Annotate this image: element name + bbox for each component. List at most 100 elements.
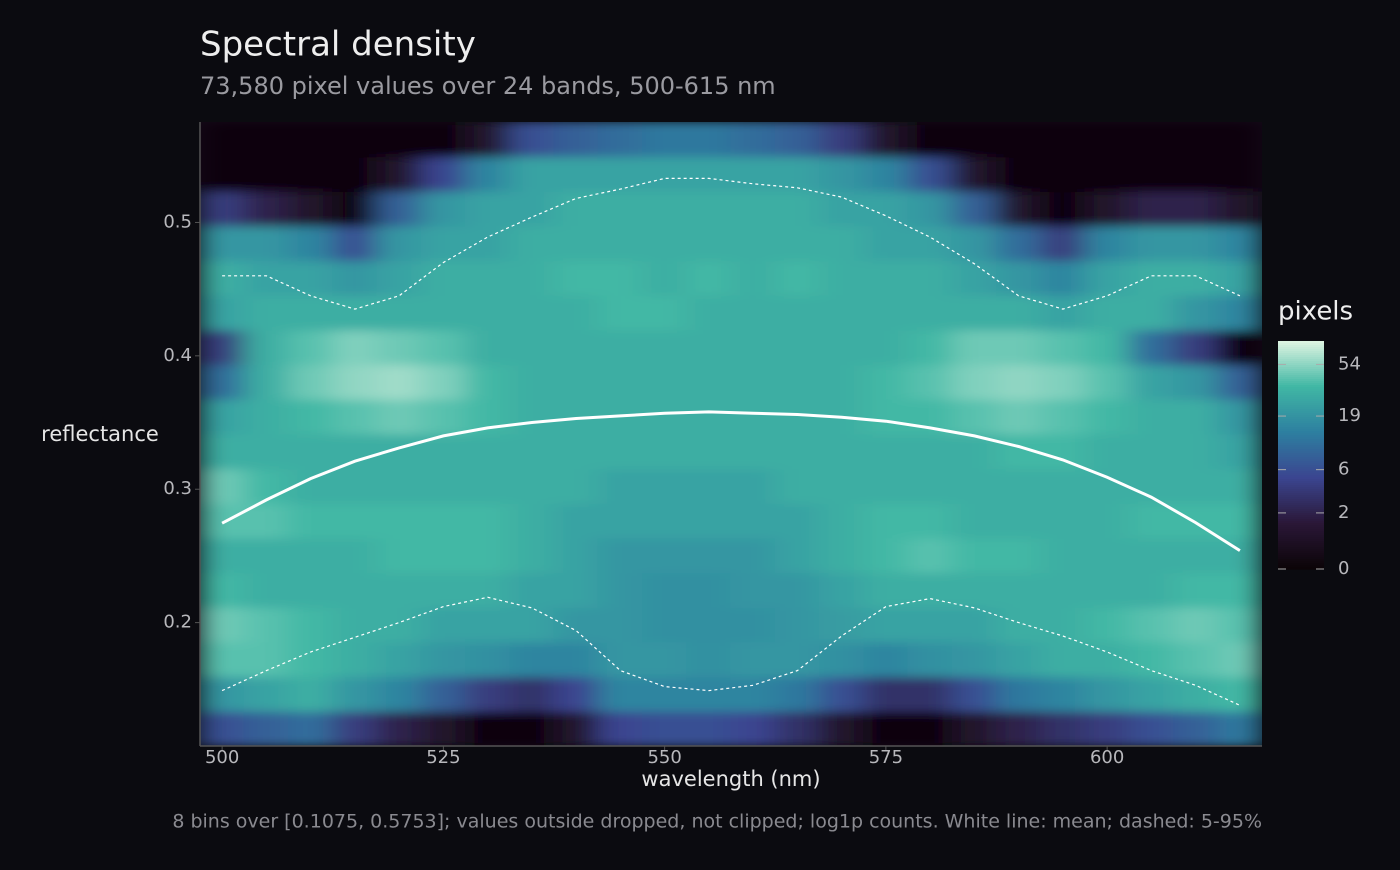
colorbar-segment (1278, 541, 1324, 544)
heatmap-cell (597, 294, 643, 331)
heatmap-cell (332, 641, 378, 678)
heatmap-cell (288, 122, 334, 158)
heatmap-cell (332, 190, 378, 227)
colorbar-segment (1278, 463, 1324, 466)
heatmap-cell (332, 606, 378, 643)
colorbar-segment (1278, 565, 1324, 568)
heatmap (200, 122, 1262, 746)
heatmap-cell (996, 398, 1042, 435)
colorbar-segment (1278, 459, 1324, 462)
heatmap-cell (774, 122, 820, 158)
heatmap-cell (1217, 225, 1262, 262)
colorbar-segment (1278, 353, 1324, 356)
heatmap-cell (1040, 502, 1086, 539)
heatmap-cell (863, 676, 909, 712)
heatmap-cell (1173, 572, 1219, 608)
heatmap-cell (332, 433, 378, 470)
heatmap-cell (465, 156, 511, 192)
heatmap-cell (730, 572, 776, 608)
colorbar-segment (1278, 477, 1324, 480)
heatmap-cell (1084, 225, 1130, 262)
heatmap-cell (288, 641, 334, 678)
colorbar-segment (1278, 449, 1324, 452)
heatmap-cell (597, 122, 643, 158)
heatmap-cell (597, 537, 643, 574)
heatmap-cell (243, 710, 289, 746)
heatmap-cell (332, 676, 378, 712)
heatmap-cell (420, 156, 466, 192)
colorbar-segment (1278, 407, 1324, 410)
heatmap-cell (1173, 537, 1219, 574)
colorbar-segment (1278, 555, 1324, 558)
heatmap-cell (863, 537, 909, 574)
heatmap-cell (951, 260, 997, 296)
heatmap-cell (1217, 122, 1262, 158)
heatmap-cell (642, 606, 688, 643)
heatmap-cell (863, 225, 909, 262)
heatmap-cell (686, 190, 732, 227)
colorbar-segment (1278, 561, 1324, 564)
colorbar-segment (1278, 431, 1324, 434)
heatmap-cell (863, 260, 909, 296)
heatmap-cell (200, 225, 245, 262)
heatmap-cell (1217, 260, 1262, 296)
heatmap-cell (996, 468, 1042, 504)
colorbar-segment (1278, 515, 1324, 518)
heatmap-cell (465, 433, 511, 470)
heatmap-cell (642, 710, 688, 746)
heatmap-cell (863, 398, 909, 435)
heatmap-cell (509, 502, 555, 539)
heatmap-cell (819, 329, 865, 366)
heatmap-cell (907, 502, 953, 539)
colorbar-segment (1278, 359, 1324, 362)
heatmap-cell (509, 190, 555, 227)
heatmap-cell (509, 398, 555, 435)
colorbar-segment (1278, 411, 1324, 414)
heatmap-cell (996, 537, 1042, 574)
heatmap-cell (376, 398, 422, 435)
heatmap-cell (420, 329, 466, 366)
heatmap-cell (730, 537, 776, 574)
heatmap-cell (288, 502, 334, 539)
heatmap-cell (686, 676, 732, 712)
heatmap-cell (200, 468, 245, 504)
x-tick-label: 550 (647, 747, 681, 768)
heatmap-cell (1040, 294, 1086, 331)
heatmap-cell (376, 710, 422, 746)
heatmap-cell (819, 433, 865, 470)
heatmap-cell (819, 641, 865, 678)
heatmap-cell (819, 122, 865, 158)
heatmap-cell (819, 156, 865, 192)
heatmap-cell (730, 606, 776, 643)
heatmap-cell (1084, 364, 1130, 400)
colorbar-segment (1278, 547, 1324, 550)
colorbar-segment (1278, 433, 1324, 436)
heatmap-cell (1217, 676, 1262, 712)
heatmap-cell (907, 122, 953, 158)
heatmap-cell (243, 329, 289, 366)
chart-subtitle: 73,580 pixel values over 24 bands, 500-6… (200, 72, 776, 100)
heatmap-cell (951, 676, 997, 712)
mean-line (221, 410, 1241, 552)
colorbar-segment (1278, 367, 1324, 370)
heatmap-cell (1217, 398, 1262, 435)
heatmap-cell (1217, 190, 1262, 227)
colorbar-segment (1278, 357, 1324, 360)
colorbar-segment (1278, 441, 1324, 444)
heatmap-cell (420, 710, 466, 746)
heatmap-cell (907, 156, 953, 192)
heatmap-cell (200, 398, 245, 435)
heatmap-cell (420, 122, 466, 158)
heatmap-cell (774, 710, 820, 746)
colorbar-segment (1278, 417, 1324, 420)
heatmap-cell (243, 606, 289, 643)
heatmap-cell (597, 329, 643, 366)
heatmap-cell (200, 329, 245, 366)
heatmap-cell (730, 710, 776, 746)
colorbar-segment (1278, 531, 1324, 534)
heatmap-cell (686, 329, 732, 366)
heatmap-cell (1128, 398, 1174, 435)
heatmap-cell (686, 433, 732, 470)
heatmap-cell (951, 364, 997, 400)
heatmap-cell (774, 606, 820, 643)
